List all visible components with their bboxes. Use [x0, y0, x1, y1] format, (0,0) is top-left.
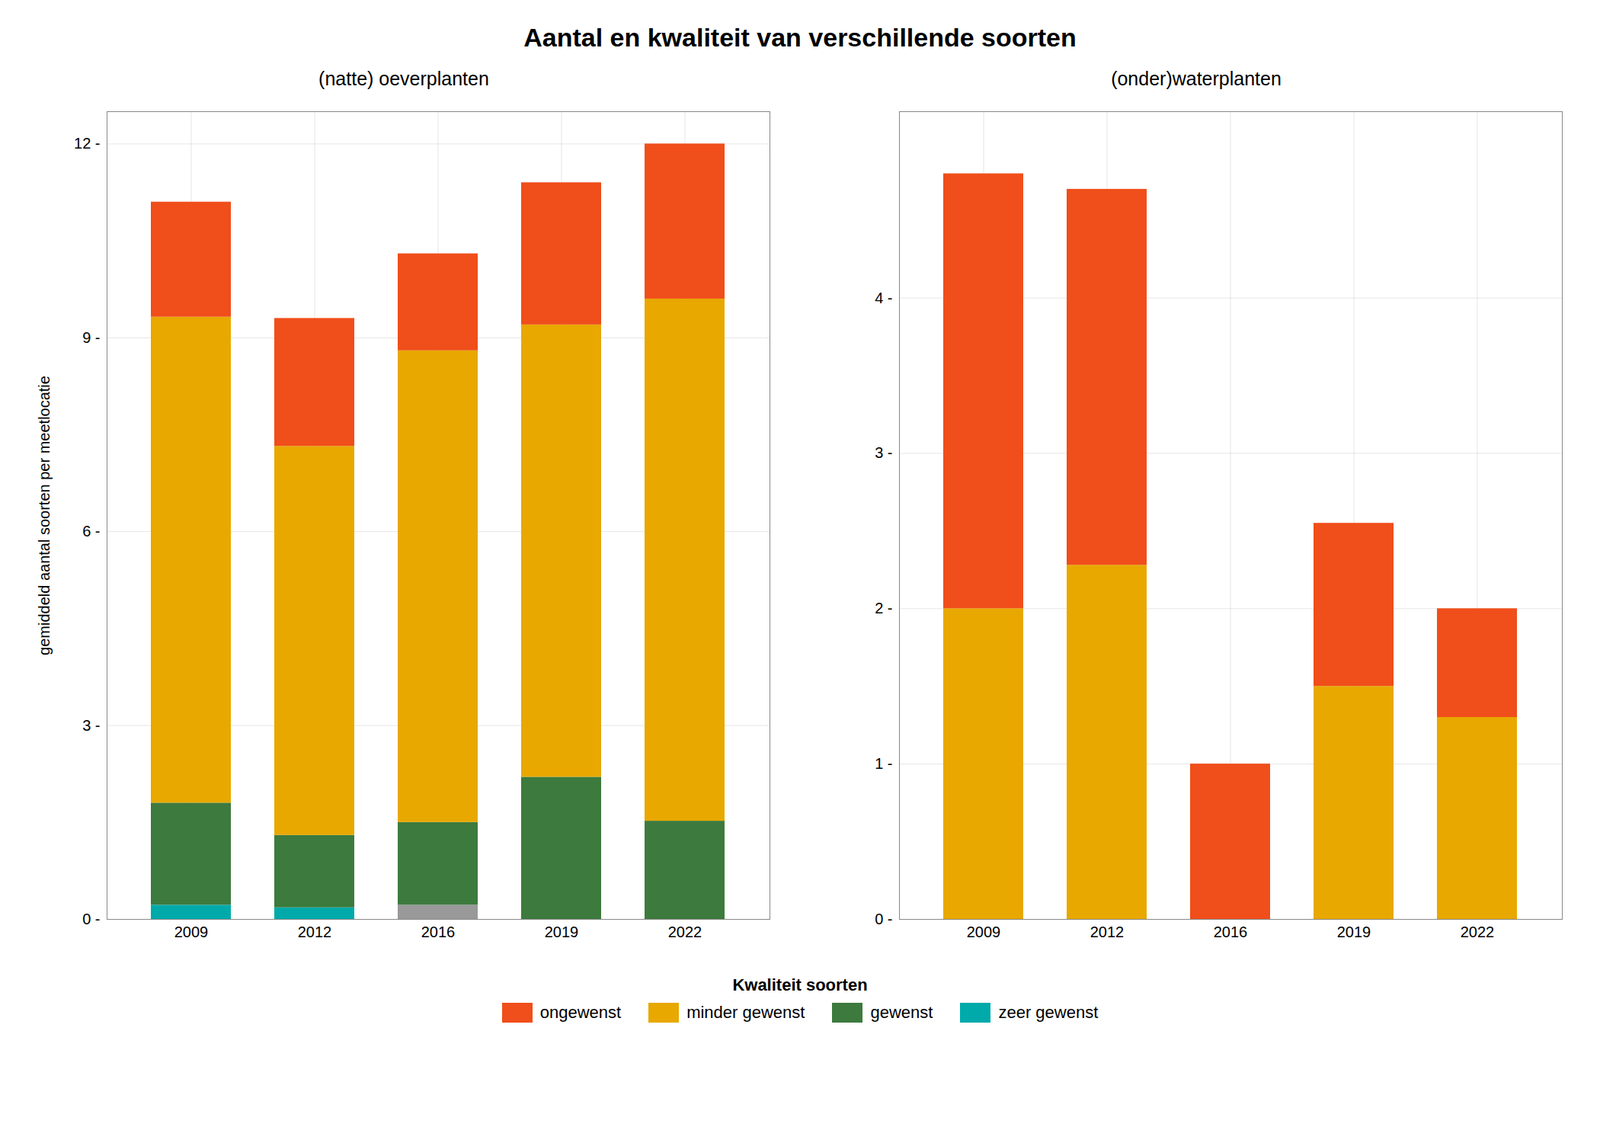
svg-text:12 -: 12 -: [73, 134, 100, 152]
svg-text:2009: 2009: [966, 923, 1002, 941]
svg-text:3 -: 3 -: [874, 444, 893, 461]
svg-text:3 -: 3 -: [82, 716, 100, 734]
svg-text:gemiddeld aantal soorten per m: gemiddeld aantal soorten per meetlocatie: [35, 375, 53, 656]
svg-text:2019: 2019: [1337, 923, 1372, 941]
svg-text:2012: 2012: [297, 923, 333, 941]
svg-text:4 -: 4 -: [874, 289, 893, 307]
html-text:(natte) oeverplanten: (natte) oeverplanten: [318, 67, 490, 90]
svg-text:9 -: 9 -: [82, 329, 100, 346]
html-text:Aantal en kwaliteit van versch: Aantal en kwaliteit van verschillende so…: [523, 22, 1077, 52]
html-text:zeer gewenst: zeer gewenst: [998, 1002, 1099, 1022]
svg-text:2022: 2022: [1460, 923, 1495, 941]
svg-text:2009: 2009: [174, 923, 209, 941]
svg-text:6 -: 6 -: [82, 522, 100, 540]
html-text:Kwaliteit soorten: Kwaliteit soorten: [732, 975, 868, 995]
svg-text:0 -: 0 -: [874, 910, 893, 928]
html-text:minder gewenst: minder gewenst: [686, 1002, 805, 1022]
html-text:gewenst: gewenst: [870, 1002, 933, 1022]
html-text:(onder)waterplanten: (onder)waterplanten: [1110, 67, 1282, 90]
svg-text:2 -: 2 -: [874, 599, 893, 617]
svg-text:2022: 2022: [668, 923, 703, 941]
svg-text:2016: 2016: [421, 923, 456, 941]
svg-text:2016: 2016: [1213, 923, 1248, 941]
svg-text:2019: 2019: [544, 923, 580, 941]
svg-text:0 -: 0 -: [82, 910, 100, 928]
html-text:ongewenst: ongewenst: [539, 1002, 622, 1022]
svg-text:2012: 2012: [1090, 923, 1125, 941]
svg-text:1 -: 1 -: [874, 755, 893, 772]
